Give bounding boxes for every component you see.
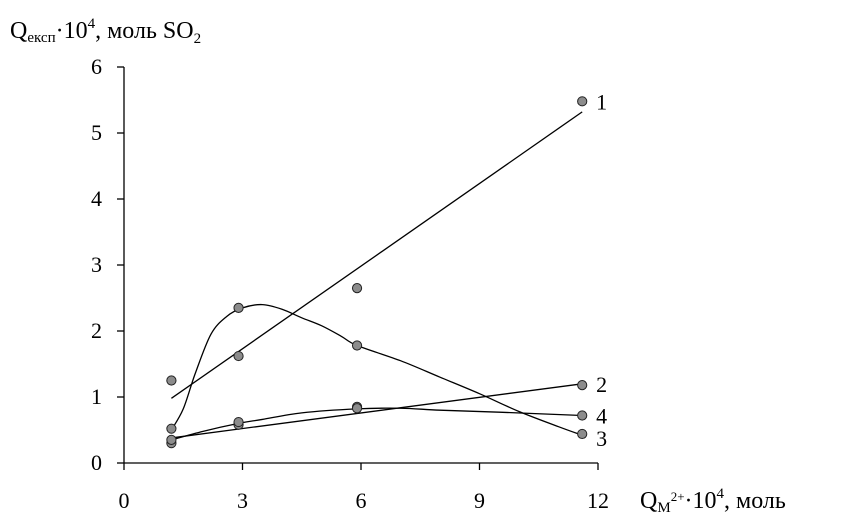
y-tick-label: 4	[91, 186, 102, 211]
y-tick-label: 6	[91, 54, 102, 79]
series-2-point	[577, 380, 588, 391]
series-2-curve	[171, 383, 583, 439]
series-4-point	[351, 403, 363, 414]
series-4-point	[577, 410, 588, 421]
series-1-point	[233, 350, 244, 362]
series-3-point	[577, 428, 588, 440]
series-3-curve	[170, 303, 583, 436]
x-tick-label: 9	[474, 488, 485, 513]
series-3-label: 3	[596, 426, 607, 451]
series-4-point	[166, 434, 177, 445]
y-tick-label: 2	[91, 318, 102, 343]
series-3-point	[233, 302, 244, 313]
series-4-label: 4	[596, 403, 607, 428]
series-2-label: 2	[596, 372, 607, 397]
series-3-point	[166, 423, 177, 434]
series-1-point	[351, 283, 363, 294]
x-tick-label: 0	[119, 488, 130, 513]
y-tick-label: 3	[91, 252, 102, 277]
series-1-point	[577, 96, 588, 107]
y-axis-title: Qексп·104, моль SO2	[10, 16, 201, 47]
x-tick-label: 6	[356, 488, 367, 513]
series-1-curve	[171, 111, 583, 399]
series-4-curve	[171, 407, 583, 441]
x-tick-label: 12	[587, 488, 609, 513]
x-tick-label: 3	[237, 488, 248, 513]
series-3-point	[351, 340, 363, 351]
y-tick-label: 1	[91, 384, 102, 409]
series-4-point	[233, 416, 244, 428]
series-1-point	[166, 375, 177, 386]
y-tick-label: 0	[91, 450, 102, 475]
x-axis-title: QM2+·104, моль	[640, 486, 786, 516]
series-1-label: 1	[596, 89, 607, 114]
y-tick-label: 5	[91, 120, 102, 145]
